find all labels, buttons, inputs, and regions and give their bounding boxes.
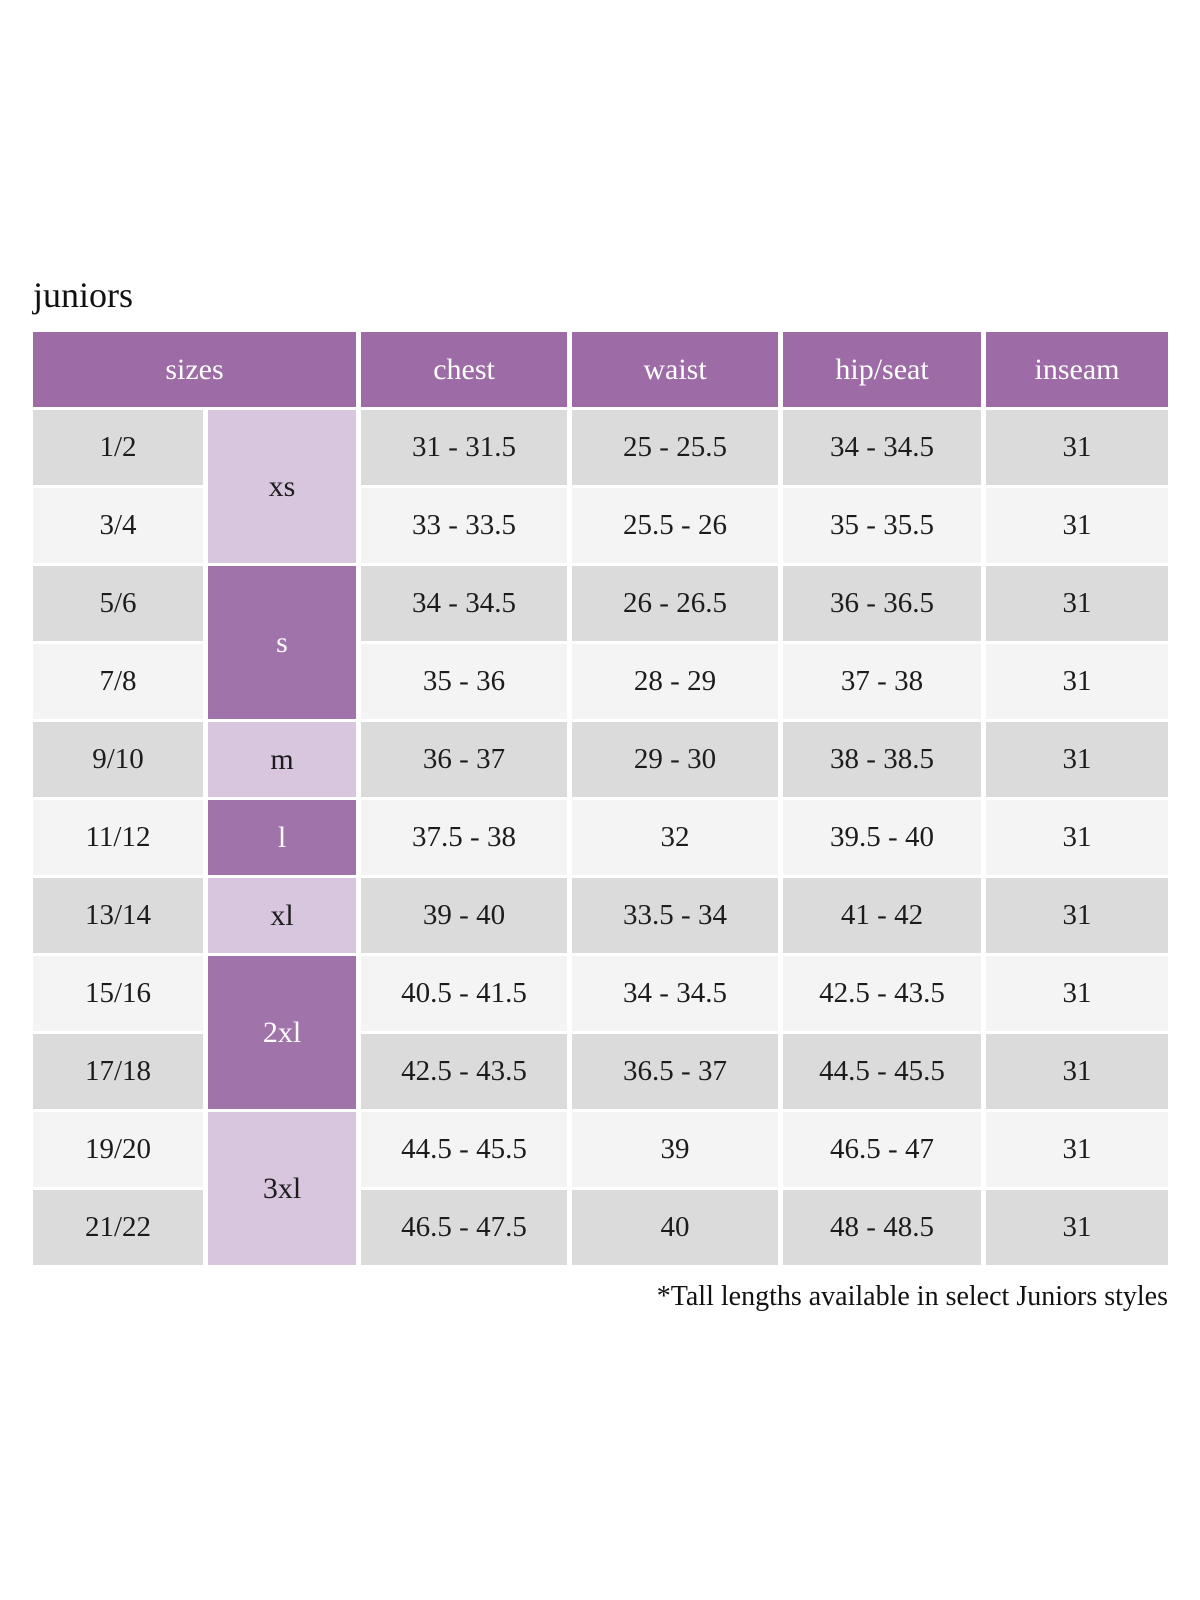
size-pair-cell: 7/8 (33, 644, 203, 719)
header-sizes: sizes (33, 332, 357, 407)
waist-cell: 25.5 - 26 (572, 488, 779, 563)
waist-cell: 26 - 26.5 (572, 566, 779, 641)
table-row: 5/6 s 34 - 34.5 26 - 26.5 36 - 36.5 31 (33, 566, 1169, 719)
size-letter-cell: s (208, 566, 357, 719)
chest-cell: 31 - 31.5 (361, 410, 568, 485)
size-pair-cell: 9/10 (33, 722, 203, 797)
size-letter-cell: xl (208, 878, 357, 953)
hip-seat-cell: 37 - 38 (783, 644, 982, 719)
waist-cell: 28 - 29 (572, 644, 779, 719)
size-letter-cell: m (208, 722, 357, 797)
table-row: 21/22 46.5 - 47.5 40 48 - 48.5 31 (33, 1190, 1169, 1265)
inseam-cell: 31 (986, 800, 1169, 875)
inseam-cell: 31 (986, 1190, 1169, 1265)
size-pair-cell: 11/12 (33, 800, 203, 875)
hip-seat-cell: 38 - 38.5 (783, 722, 982, 797)
footnote: *Tall lengths available in select Junior… (656, 1281, 1168, 1312)
chest-cell: 35 - 36 (361, 644, 568, 719)
size-letter-cell: l (208, 800, 357, 875)
hip-seat-cell: 46.5 - 47 (783, 1112, 982, 1187)
header-row: sizes chest waist hip/seat inseam (33, 332, 1169, 407)
waist-cell: 29 - 30 (572, 722, 779, 797)
size-chart-content: juniors sizes chest waist hip/seat insea… (33, 274, 1169, 1313)
size-letter-cell: xs (208, 410, 357, 563)
hip-seat-cell: 44.5 - 45.5 (783, 1034, 982, 1109)
chest-cell: 33 - 33.5 (361, 488, 568, 563)
chest-cell: 40.5 - 41.5 (361, 956, 568, 1031)
chest-cell: 36 - 37 (361, 722, 568, 797)
inseam-cell: 31 (986, 410, 1169, 485)
size-pair-cell: 21/22 (33, 1190, 203, 1265)
size-letter-cell: 2xl (208, 956, 357, 1109)
size-pair-cell: 1/2 (33, 410, 203, 485)
waist-cell: 39 (572, 1112, 779, 1187)
header-chest: chest (361, 332, 568, 407)
chest-cell: 37.5 - 38 (361, 800, 568, 875)
size-pair-cell: 3/4 (33, 488, 203, 563)
table-row: 9/10 m 36 - 37 29 - 30 38 - 38.5 31 (33, 722, 1169, 797)
inseam-cell: 31 (986, 644, 1169, 719)
inseam-cell: 31 (986, 488, 1169, 563)
waist-cell: 40 (572, 1190, 779, 1265)
size-table-body: 1/2 xs 31 - 31.5 25 - 25.5 34 - 34.5 31 3/4 33 … (33, 410, 1169, 1265)
inseam-cell: 31 (986, 722, 1169, 797)
size-table: sizes chest waist hip/seat inseam 1/2 xs 3… (33, 329, 1169, 1268)
size-pair-cell: 15/16 (33, 956, 203, 1031)
waist-cell: 33.5 - 34 (572, 878, 779, 953)
waist-cell: 32 (572, 800, 779, 875)
inseam-cell: 31 (986, 956, 1169, 1031)
juniors-size-table: sizes chest waist hip/seat inseam 1/2 xs 3… (28, 329, 1173, 1268)
chest-cell: 39 - 40 (361, 878, 568, 953)
waist-cell: 36.5 - 37 (572, 1034, 779, 1109)
hip-seat-cell: 36 - 36.5 (783, 566, 982, 641)
inseam-cell: 31 (986, 1034, 1169, 1109)
hip-seat-cell: 39.5 - 40 (783, 800, 982, 875)
table-row: 7/8 35 - 36 28 - 29 37 - 38 31 (33, 644, 1169, 719)
waist-cell: 34 - 34.5 (572, 956, 779, 1031)
chest-cell: 46.5 - 47.5 (361, 1190, 568, 1265)
inseam-cell: 31 (986, 1112, 1169, 1187)
table-row: 17/18 42.5 - 43.5 36.5 - 37 44.5 - 45.5 31 (33, 1034, 1169, 1109)
chest-cell: 34 - 34.5 (361, 566, 568, 641)
table-row: 1/2 xs 31 - 31.5 25 - 25.5 34 - 34.5 31 (33, 410, 1169, 563)
table-header: sizes chest waist hip/seat inseam (33, 332, 1169, 407)
hip-seat-cell: 48 - 48.5 (783, 1190, 982, 1265)
header-inseam: inseam (986, 332, 1169, 407)
hip-seat-cell: 42.5 - 43.5 (783, 956, 982, 1031)
table-row: 11/12 l 37.5 - 38 32 39.5 - 40 31 (33, 800, 1169, 875)
size-pair-cell: 13/14 (33, 878, 203, 953)
page-title: juniors (33, 275, 134, 315)
waist-cell: 25 - 25.5 (572, 410, 779, 485)
table-row: 3/4 33 - 33.5 25.5 - 26 35 - 35.5 31 (33, 488, 1169, 563)
header-waist: waist (572, 332, 779, 407)
size-pair-cell: 19/20 (33, 1112, 203, 1187)
table-row: 19/20 3xl 44.5 - 45.5 39 46.5 - 47 31 (33, 1112, 1169, 1265)
size-pair-cell: 17/18 (33, 1034, 203, 1109)
hip-seat-cell: 35 - 35.5 (783, 488, 982, 563)
size-pair-cell: 5/6 (33, 566, 203, 641)
chest-cell: 44.5 - 45.5 (361, 1112, 568, 1187)
hip-seat-cell: 34 - 34.5 (783, 410, 982, 485)
inseam-cell: 31 (986, 878, 1169, 953)
size-letter-cell: 3xl (208, 1112, 357, 1265)
chest-cell: 42.5 - 43.5 (361, 1034, 568, 1109)
table-row: 15/16 2xl 40.5 - 41.5 34 - 34.5 42.5 - 43.5 3… (33, 956, 1169, 1109)
inseam-cell: 31 (986, 566, 1169, 641)
table-row: 13/14 xl 39 - 40 33.5 - 34 41 - 42 31 (33, 878, 1169, 953)
header-hip-seat: hip/seat (783, 332, 982, 407)
hip-seat-cell: 41 - 42 (783, 878, 982, 953)
